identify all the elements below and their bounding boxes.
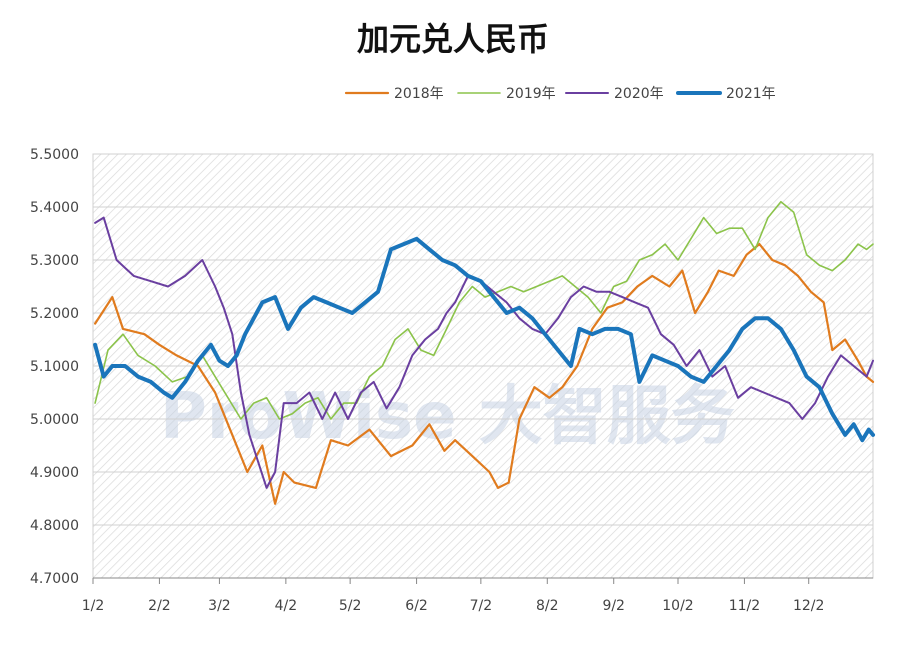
legend: 2018年 2019年 2020年 2021年 <box>344 86 776 102</box>
x-tick-label: 11/2 <box>729 598 760 614</box>
series-layer <box>93 200 875 505</box>
x-tick-label: 7/2 <box>470 598 493 614</box>
x-tick-label: 5/2 <box>339 598 362 614</box>
legend-label: 2020年 <box>614 86 664 102</box>
chart-title: 加元兑人民币 <box>357 20 549 58</box>
y-tick-label: 5.2000 <box>30 306 79 322</box>
x-tick-label: 9/2 <box>602 598 625 614</box>
watermark: ProWise 大智服务 <box>160 380 735 454</box>
legend-label: 2019年 <box>506 86 556 102</box>
y-tick-label: 5.3000 <box>30 253 79 269</box>
legend-label: 2018年 <box>394 86 444 102</box>
y-tick-label: 5.5000 <box>30 147 79 163</box>
y-tick-label: 4.7000 <box>30 571 79 587</box>
x-axis: 1/2 2/2 3/2 4/2 5/2 6/2 7/2 8/2 9/2 10/2 11/2 12/2 <box>82 577 873 614</box>
series-line-2021年 <box>93 236 875 443</box>
y-tick-label: 4.8000 <box>30 518 79 534</box>
x-tick-label: 3/2 <box>208 598 231 614</box>
x-tick-label: 1/2 <box>82 598 105 614</box>
x-tick-label: 10/2 <box>662 598 693 614</box>
y-tick-label: 5.0000 <box>30 412 79 428</box>
y-axis: 4.7000 4.8000 4.9000 5.0000 5.1000 5.2000 5.30… <box>30 147 873 587</box>
series-line-2018年 <box>94 243 875 505</box>
y-tick-label: 4.9000 <box>30 465 79 481</box>
x-tick-label: 2/2 <box>148 598 171 614</box>
x-tick-label: 6/2 <box>405 598 428 614</box>
y-tick-label: 5.1000 <box>30 359 79 375</box>
x-tick-label: 12/2 <box>793 598 824 614</box>
legend-label: 2021年 <box>726 86 776 102</box>
y-tick-label: 5.4000 <box>30 200 79 216</box>
x-tick-label: 8/2 <box>536 598 559 614</box>
series-line-2019年 <box>94 200 874 420</box>
x-tick-label: 4/2 <box>275 598 298 614</box>
